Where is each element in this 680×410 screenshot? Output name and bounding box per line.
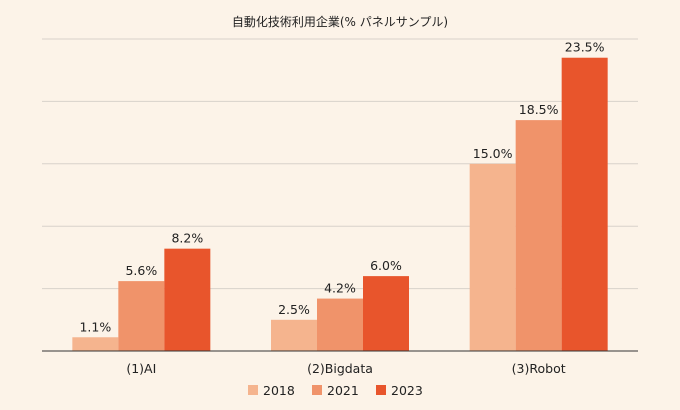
x-tick-labels: (1)AI (2)Bigdata (3)Robot	[126, 361, 565, 376]
legend-label-2023: 2023	[391, 383, 423, 398]
legend: 2018 2021 2023	[248, 383, 423, 398]
bar-2021-2	[515, 120, 562, 352]
bar-2018-1	[271, 319, 317, 351]
legend-label-2018: 2018	[263, 383, 295, 398]
x-tick-label-1: (2)Bigdata	[307, 361, 373, 376]
data-label-2018-0: 1.1%	[79, 319, 111, 334]
x-tick-label-0: (1)AI	[126, 361, 156, 376]
bar-2023-2	[561, 57, 608, 351]
data-label-2018-1: 2.5%	[278, 302, 310, 317]
data-label-2021-2: 18.5%	[519, 102, 559, 117]
bar-2018-2	[469, 163, 516, 351]
data-label-2023-2: 23.5%	[565, 40, 605, 55]
legend-label-2021: 2021	[327, 383, 359, 398]
legend-swatch-2018	[248, 385, 258, 395]
bar-2023-1	[363, 276, 409, 351]
data-label-2023-0: 8.2%	[171, 231, 203, 246]
chart-title: 自動化技術利用企業(% パネルサンプル)	[232, 14, 448, 29]
x-tick-label-2: (3)Robot	[512, 361, 566, 376]
bar-2021-1	[317, 298, 363, 351]
legend-swatch-2021	[312, 385, 322, 395]
bar-2021-0	[118, 281, 165, 351]
bar-2018-0	[72, 337, 119, 351]
data-label-2021-1: 4.2%	[324, 281, 356, 296]
data-label-2023-1: 6.0%	[370, 258, 402, 273]
bar-2023-0	[164, 248, 211, 351]
legend-swatch-2023	[376, 385, 386, 395]
data-labels: 1.1% 5.6% 8.2% 2.5% 4.2% 6.0% 15.0% 18.5% 23.5%	[79, 40, 604, 335]
bars	[72, 57, 608, 352]
data-label-2018-2: 15.0%	[473, 146, 513, 161]
data-label-2021-0: 5.6%	[125, 263, 157, 278]
